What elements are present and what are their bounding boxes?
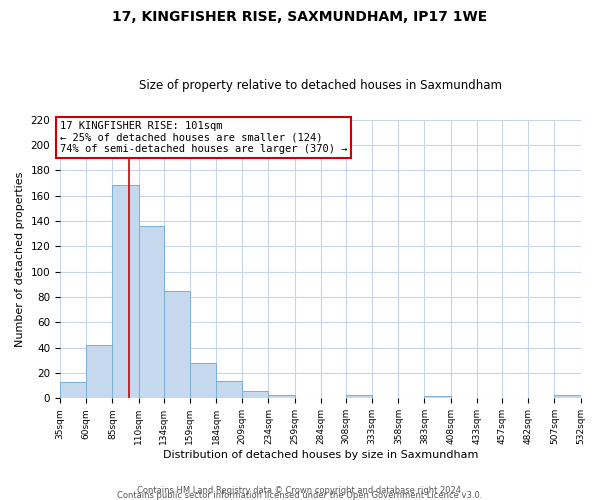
Text: Contains public sector information licensed under the Open Government Licence v3: Contains public sector information licen… <box>118 491 482 500</box>
Y-axis label: Number of detached properties: Number of detached properties <box>15 172 25 346</box>
Text: Contains HM Land Registry data © Crown copyright and database right 2024.: Contains HM Land Registry data © Crown c… <box>137 486 463 495</box>
Bar <box>164 290 190 399</box>
Bar <box>554 394 581 398</box>
Bar <box>346 394 372 398</box>
Text: 17, KINGFISHER RISE, SAXMUNDHAM, IP17 1WE: 17, KINGFISHER RISE, SAXMUNDHAM, IP17 1W… <box>112 10 488 24</box>
Bar <box>216 380 242 398</box>
X-axis label: Distribution of detached houses by size in Saxmundham: Distribution of detached houses by size … <box>163 450 478 460</box>
Bar <box>86 345 112 399</box>
Bar <box>242 390 268 398</box>
Title: Size of property relative to detached houses in Saxmundham: Size of property relative to detached ho… <box>139 79 502 92</box>
Bar <box>60 382 86 398</box>
Bar <box>190 363 216 398</box>
Text: 17 KINGFISHER RISE: 101sqm
← 25% of detached houses are smaller (124)
74% of sem: 17 KINGFISHER RISE: 101sqm ← 25% of deta… <box>60 121 347 154</box>
Bar <box>424 396 451 398</box>
Bar <box>112 186 139 398</box>
Bar <box>139 226 164 398</box>
Bar <box>268 394 295 398</box>
